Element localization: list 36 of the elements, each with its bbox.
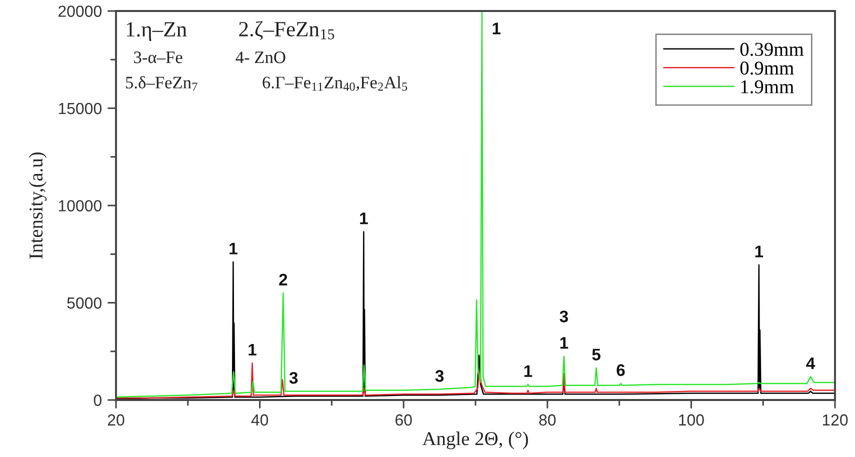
annotation: 1: [492, 22, 500, 34]
annotation: 3: [560, 310, 568, 322]
x-tick-label: 100: [679, 414, 704, 426]
annotation: 1: [230, 242, 238, 254]
y-tick-label: 10000: [58, 200, 102, 212]
annotation: 1: [560, 337, 568, 349]
x-tick-label: 80: [539, 414, 556, 426]
legend-label: 0.9mm: [740, 62, 794, 75]
annotation: 2.ζ–FeZn$_{15}$: [239, 21, 334, 40]
annotation: 6: [616, 364, 625, 376]
annotation: 5: [592, 348, 600, 360]
annotation: 3-α–Fe: [134, 52, 182, 64]
annotation: 1: [755, 246, 764, 258]
y-tick-label: 15000: [58, 102, 102, 114]
x-tick-label: 40: [251, 414, 268, 426]
annotation: 1: [524, 365, 532, 377]
annotation: 1.η–Zn: [126, 22, 187, 41]
annotation: 6.Γ–Fe$_{11}$Zn$_{40}$,Fe$_{2}$Al$_{5}$: [262, 76, 408, 91]
annotation: 3: [289, 372, 298, 384]
annotation: 1: [360, 212, 368, 224]
y-axis-title: Intensity,(a.u): [28, 152, 47, 259]
annotation: 5.δ–FeZn$_{7}$: [126, 76, 198, 91]
x-axis-title: Angle 2Θ, (°): [422, 432, 528, 450]
x-tick-label: 20: [108, 414, 124, 426]
annotation: 4: [806, 358, 816, 370]
y-tick-label: 20000: [58, 6, 102, 17]
annotation: 3: [435, 370, 444, 382]
y-tick-label: 0: [94, 394, 102, 406]
x-tick-label: 120: [822, 414, 848, 426]
legend-label: 1.9mm: [741, 80, 794, 94]
annotation: 1: [248, 344, 256, 356]
x-tick-label: 60: [396, 414, 412, 426]
y-tick-label: 5000: [67, 297, 102, 309]
annotation: 4- ZnO: [236, 52, 286, 64]
legend-label: 0.39mm: [740, 42, 804, 56]
annotation: 2: [279, 274, 288, 286]
